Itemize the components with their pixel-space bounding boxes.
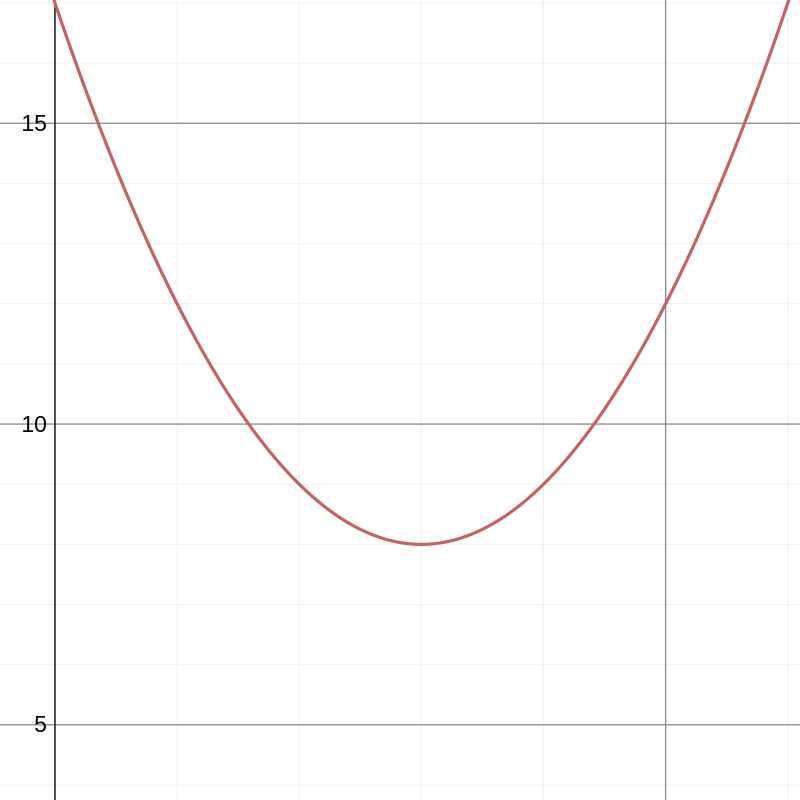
y-tick-label: 10 [21, 411, 47, 438]
y-tick-label: 15 [21, 110, 47, 137]
chart-plot-area[interactable]: 5 10 15 [0, 0, 800, 800]
y-tick-label: 5 [34, 711, 47, 738]
chart-svg [0, 0, 800, 800]
